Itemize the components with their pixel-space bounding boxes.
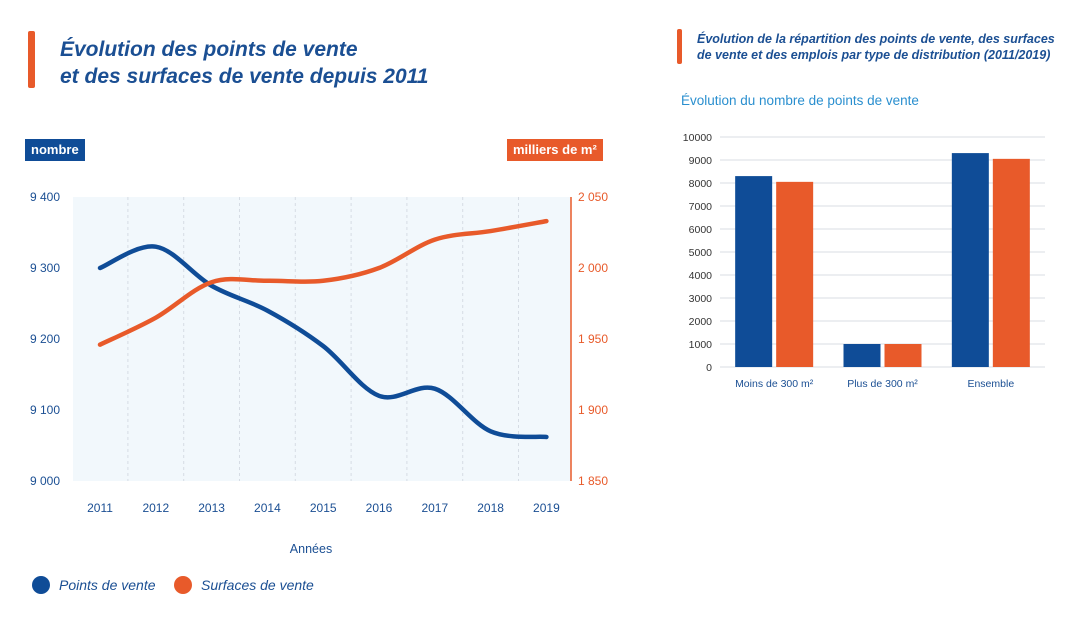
x-tick-label: 2013 [198, 501, 225, 515]
left-title-line-1: Évolution des points de vente [60, 38, 358, 61]
x-tick-label: 2015 [310, 501, 337, 515]
bar-y-tick-label: 10000 [683, 132, 712, 144]
bar-chart: 0 1000 2000 3000 4000 5000 6000 7000 8000 9000 100… [683, 132, 1045, 390]
left-y-tick-label: 9 000 [30, 474, 60, 488]
bar-y-tick-label: 4000 [689, 270, 713, 282]
left-y-tick-label: 9 400 [30, 190, 60, 204]
legend-label-points: Points de vente [59, 577, 156, 593]
right-title-line-1: Évolution de la répartition des points d… [697, 32, 1055, 46]
bar-y-tick-label: 5000 [689, 247, 713, 259]
right-y-tick-label: 2 000 [578, 261, 608, 275]
plot-background [73, 197, 571, 481]
right-chart-title: Évolution de la répartition des points d… [697, 31, 1067, 63]
legend-surfaces-de-vente: Surfaces de vente [174, 576, 314, 594]
x-tick-label: 2017 [421, 501, 448, 515]
bar [735, 176, 773, 367]
bar-y-tick-label: 9000 [689, 155, 713, 167]
bar-y-tick-label: 8000 [689, 178, 713, 190]
left-y-tick-label: 9 200 [30, 332, 60, 346]
left-title-accent-bar [28, 31, 35, 88]
legend-blue-dot [32, 576, 50, 594]
right-title-line-2: de vente et des emplois par type de dist… [697, 48, 1051, 62]
x-axis-title: Années [290, 542, 332, 556]
left-axis-unit-badge: nombre [25, 139, 85, 161]
bar [776, 181, 814, 367]
right-axis-unit-badge: milliers de m² [507, 139, 603, 161]
legend-points-de-vente: Points de vente [32, 576, 156, 594]
series-line-points-de-vente [97, 244, 549, 440]
bar [843, 344, 881, 367]
x-tick-label: 2018 [477, 501, 504, 515]
bar [992, 158, 1030, 367]
legend-label-surfaces: Surfaces de vente [201, 577, 314, 593]
left-y-tick-label: 9 100 [30, 403, 60, 417]
legend-orange-dot [174, 576, 192, 594]
x-tick-label: 2014 [254, 501, 281, 515]
bar-category-label: Moins de 300 m² [735, 378, 814, 390]
bar-y-tick-label: 1000 [689, 339, 713, 351]
bar [884, 344, 922, 367]
bar-category-label: Plus de 300 m² [847, 378, 918, 390]
x-tick-label: 2016 [366, 501, 393, 515]
x-tick-label: 2019 [533, 501, 560, 515]
bar-category-label: Ensemble [967, 378, 1014, 390]
bar-chart-subtitle: Évolution du nombre de points de vente [681, 93, 919, 108]
series-line-surfaces-de-vente [97, 218, 549, 347]
left-y-tick-label: 9 300 [30, 261, 60, 275]
x-tick-label: 2012 [142, 501, 169, 515]
right-title-accent-bar [677, 29, 682, 64]
right-y-tick-label: 1 850 [578, 474, 608, 488]
bar-y-tick-label: 3000 [689, 293, 713, 305]
bar-y-tick-label: 6000 [689, 224, 713, 236]
bar [951, 153, 989, 367]
left-title-line-2: et des surfaces de vente depuis 2011 [60, 65, 429, 88]
left-chart-title: Évolution des points de vente et des sur… [60, 36, 480, 90]
bar-y-tick-label: 0 [706, 362, 712, 374]
line-chart: 9 000 9 100 9 200 9 300 9 400 1 850 1 900 1 950… [30, 190, 608, 556]
right-y-tick-label: 2 050 [578, 190, 608, 204]
right-y-tick-label: 1 900 [578, 403, 608, 417]
bar-y-tick-label: 2000 [689, 316, 713, 328]
x-tick-label: 2011 [87, 501, 113, 515]
bar-y-tick-label: 7000 [689, 201, 713, 213]
right-y-tick-label: 1 950 [578, 332, 608, 346]
